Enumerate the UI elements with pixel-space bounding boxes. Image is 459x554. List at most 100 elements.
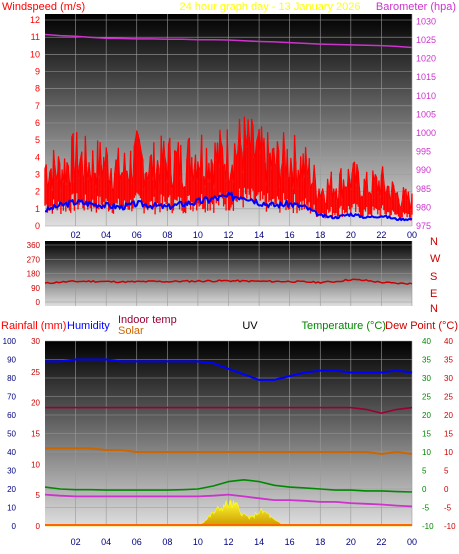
windspeed-tick: 4	[35, 152, 40, 162]
x-tick-label: 18	[315, 537, 325, 547]
legend-indoor-temp: Indoor temp	[118, 314, 177, 326]
x-tick-label: 04	[101, 230, 111, 240]
legend-uv: UV	[242, 320, 258, 332]
chart-title: 24 hour graph day - 13 January 2026	[179, 1, 360, 13]
humidity-tick: 0	[12, 522, 17, 531]
direction-tick: 270	[27, 255, 41, 264]
x-tick-label: 16	[285, 230, 295, 240]
x-tick-label: 02	[71, 537, 81, 547]
x-tick-label: 00	[407, 230, 417, 240]
rainfall-tick: 20	[31, 399, 40, 408]
direction-tick: 0	[36, 298, 41, 307]
wind-gust-series	[44, 116, 413, 221]
barometer-tick: 1010	[416, 91, 436, 101]
windspeed-tick: 11	[31, 32, 40, 42]
temperature-tick: 35	[422, 356, 431, 365]
compass-label: W	[430, 253, 441, 265]
temperature-axis-ticks: -10 -5 0 5 10 15 20 25 30 35 40	[422, 337, 434, 531]
temperature-tick: 25	[422, 393, 431, 402]
barometer-axis-label: Barometer (hpa)	[376, 1, 456, 13]
dewpoint-tick: 30	[444, 374, 453, 383]
legend-rainfall: Rainfall (mm)	[1, 320, 66, 332]
barometer-tick: 1020	[416, 54, 436, 64]
wind-gust-line	[44, 116, 413, 212]
x-tick-label: 14	[254, 230, 264, 240]
x-tick-label: 08	[162, 230, 172, 240]
compass-label: S	[430, 271, 437, 283]
windspeed-tick: 6	[35, 118, 40, 128]
x-tick-label: 14	[254, 537, 264, 547]
direction-panel-grid	[45, 241, 413, 306]
temperature-line	[44, 478, 413, 493]
legend-humidity: Humidity	[67, 320, 110, 332]
x-tick-label: 16	[285, 537, 295, 547]
temperature-tick: 5	[422, 467, 427, 476]
temperature-tick: 20	[422, 411, 431, 420]
x-tick-label: 02	[71, 230, 81, 240]
rainfall-axis-ticks: 0 5 10 15 20 25 30	[31, 337, 40, 531]
wind-panel-series	[44, 33, 413, 222]
humidity-tick: 70	[7, 393, 16, 402]
rainfall-tick: 10	[31, 460, 40, 469]
x-tick-label: 12	[223, 230, 233, 240]
temperature-tick: 15	[422, 430, 431, 439]
rainfall-tick: 15	[31, 430, 40, 439]
barometer-axis-ticks: 975 980 985 990 995 1000 1005 1010 1015 1020 1025 1…	[416, 16, 436, 231]
dewpoint-tick: 5	[444, 467, 449, 476]
humidity-tick: 10	[7, 504, 16, 513]
temperature-tick: -5	[422, 504, 430, 513]
legend-temperature: Temperature (°C)	[302, 320, 386, 332]
wind-panel-x-ticks: 02 04 06 08 10 12 14 16 18 20 22 00	[71, 230, 417, 240]
temperature-tick: 30	[422, 374, 431, 383]
direction-tick: 90	[31, 284, 40, 293]
compass-label: N	[430, 236, 438, 248]
legend-solar: Solar	[118, 325, 144, 337]
x-tick-label: 22	[376, 230, 386, 240]
barometer-tick: 1025	[416, 35, 436, 45]
temperature-tick: 0	[422, 485, 427, 494]
windspeed-tick: 0	[35, 221, 40, 231]
barometer-tick: 975	[416, 221, 431, 231]
barometer-tick: 1005	[416, 109, 436, 119]
humidity-tick: 50	[7, 430, 16, 439]
legend-dewpoint: Dew Point (°C)	[385, 320, 458, 332]
windspeed-tick: 1	[35, 204, 40, 214]
rainfall-tick: 30	[31, 337, 40, 346]
humidity-axis-ticks: 0 10 20 30 40 50 60 70 80 90 100	[3, 337, 17, 531]
direction-tick: 360	[27, 241, 41, 250]
barometer-tick: 1030	[416, 16, 436, 26]
dewpoint-tick: 20	[444, 411, 453, 420]
barometer-tick: 1015	[416, 72, 436, 82]
dewpoint-line	[44, 493, 413, 508]
rainfall-tick: 25	[31, 368, 40, 377]
barometer-tick: 995	[416, 147, 431, 157]
direction-axis-ticks: 0 90 180 270 360	[27, 241, 41, 307]
compass-label: E	[430, 288, 437, 300]
temperature-tick: -10	[422, 522, 434, 531]
direction-tick: 180	[27, 270, 41, 279]
x-tick-label: 06	[132, 537, 142, 547]
windspeed-tick: 8	[35, 84, 40, 94]
x-tick-label: 20	[346, 230, 356, 240]
rainfall-tick: 5	[36, 491, 41, 500]
dewpoint-axis-ticks: -10 -5 0 5 10 15 20 25 30 35 40	[444, 337, 456, 531]
humidity-tick: 80	[7, 374, 16, 383]
humidity-tick: 100	[3, 337, 17, 346]
windspeed-tick: 3	[35, 170, 40, 180]
windspeed-tick: 7	[35, 101, 40, 111]
x-tick-label: 04	[101, 537, 111, 547]
windspeed-axis-label: Windspeed (m/s)	[2, 1, 85, 13]
compass-label: N	[430, 303, 438, 315]
dewpoint-tick: 0	[444, 485, 449, 494]
x-tick-label: 06	[132, 230, 142, 240]
humidity-tick: 40	[7, 448, 16, 457]
barometer-tick: 990	[416, 165, 431, 175]
x-tick-label: 10	[193, 230, 203, 240]
humidity-line	[45, 358, 413, 381]
humidity-tick: 60	[7, 411, 16, 420]
x-tick-label: 00	[407, 537, 417, 547]
humidity-tick: 30	[7, 467, 16, 476]
